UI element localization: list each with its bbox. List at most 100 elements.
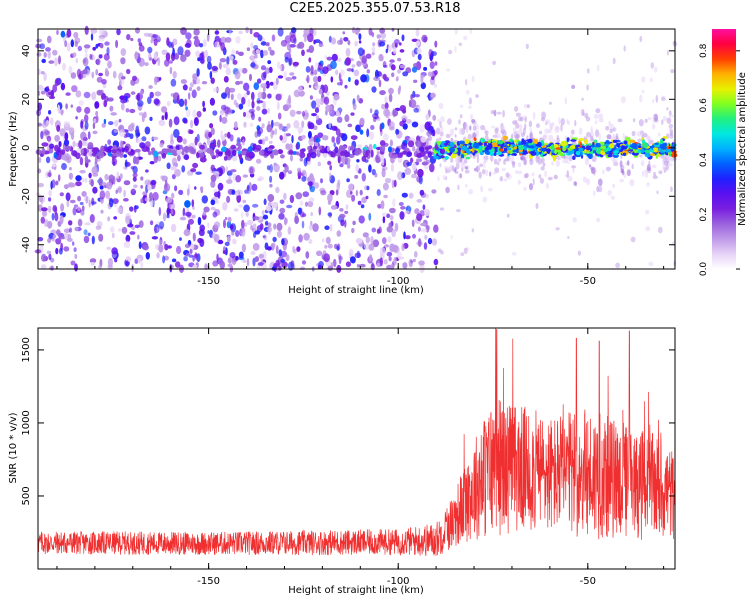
spectrogram-cell [67,233,72,240]
spectrogram-cell [388,222,393,228]
spectrogram-cell [178,98,185,108]
spectrogram-cell [416,199,423,203]
spectrogram-cell [81,191,87,197]
spectrogram-cell [511,252,517,256]
spectrogram-cell [429,61,435,70]
spectrogram-cell [339,208,344,212]
spectrogram-cell [158,206,162,216]
spectrogram-cell [249,29,253,35]
spectrogram-cell [484,130,489,135]
spectrogram-cell [670,69,675,74]
spectrogram-cell [139,142,146,149]
spectrogram-cell [291,135,294,144]
spectrogram-cell [51,237,56,242]
spectrogram-cell [184,49,191,57]
spectrogram-cell [381,103,386,110]
spectrogram-cell [84,121,89,130]
spectrogram-cell [355,164,360,172]
spectrogram-cell [226,235,231,243]
spectrogram-cell [376,117,381,121]
spectrogram-cell [156,252,160,259]
spectrogram-cell [574,119,577,127]
spectrogram-cell [662,142,668,147]
spectrogram-cell [232,59,238,65]
spectrogram-cell [195,171,202,175]
spectrogram-cell [564,97,568,105]
spectrogram-cell [416,48,422,54]
spectrogram-cell [564,135,568,142]
spectrogram-cell [230,169,237,173]
spectrogram-cell [483,142,487,146]
spectrogram-cell [415,27,420,37]
spectrogram-cell [78,140,83,149]
spectrogram-cell [173,128,180,138]
spectrogram-cell [650,153,655,157]
spectrogram-cell [302,110,305,117]
spectrogram-cell [393,256,397,266]
x-tick-label: -50 [580,576,596,587]
spectrogram-cell [49,143,55,149]
spectrogram-cell [494,148,498,153]
spectrogram-cell [343,37,349,42]
spectrogram-cell [179,144,183,150]
spectrogram-cell [362,148,366,155]
spectrogram-cell [37,122,43,127]
spectrogram-cell [253,45,259,50]
spectrogram-cell [158,244,164,253]
spectrogram-cell [106,181,113,190]
spectrogram-cell [371,46,376,53]
spectrogram-cell [176,95,180,105]
spectrogram-cell [217,239,224,245]
spectrogram-cell [424,209,431,217]
spectrogram-cell [465,79,468,86]
spectrogram-cell [360,74,367,83]
spectrogram-cell [197,149,204,154]
spectrogram-cell [223,219,226,229]
spectrogram-cell [595,129,600,138]
spectrogram-cell [104,41,110,46]
spectrogram-cell [623,140,628,145]
spectrogram-cell [47,50,51,59]
spectrogram-cell [253,232,257,238]
spectrogram-cell [48,189,52,197]
spectrogram-cell [290,154,293,162]
spectrogram-cell [161,49,168,55]
spectrogram-cell [657,132,661,137]
spectrogram-cell [347,40,351,46]
spectrogram-cell [637,138,642,142]
spectrogram-cell [301,120,305,128]
spectrogram-cell [111,149,117,154]
spectrogram-cell [149,116,153,121]
spectrogram-cell [229,252,236,259]
spectrogram-cell [267,108,270,114]
spectrogram-cell [191,199,195,208]
spectrogram-cell [437,248,442,253]
spectrogram-cell [378,79,382,88]
spectrogram-cell [129,108,136,114]
spectrogram-cell [373,76,380,82]
spectrogram-cell [420,222,427,227]
spectrogram-cell [207,222,210,229]
spectrogram-cell [401,243,405,252]
spectrogram-cell [293,248,297,254]
spectrogram-cell [258,176,264,181]
spectrogram-cell [415,40,421,47]
spectrogram-cell [295,192,303,200]
spectrogram-cell [215,173,219,177]
spectrogram-cell [279,207,286,214]
spectrogram-cell [219,114,222,123]
spectrogram-cell [528,120,533,128]
spectrogram-cell [286,123,291,129]
spectrogram-cell [299,157,304,162]
spectrogram-cell [192,264,198,269]
spectrogram-cell [342,31,346,35]
spectrogram-cell [301,134,306,139]
spectrogram-cell [147,46,153,54]
spectrogram-cell [41,58,46,64]
spectrogram-cell [384,244,390,248]
spectrogram-cell [646,182,650,187]
spectrogram-cell [399,105,407,112]
spectrogram-cell [183,229,191,237]
spectrogram-cell [148,85,153,89]
spectrogram-cell [235,50,239,55]
